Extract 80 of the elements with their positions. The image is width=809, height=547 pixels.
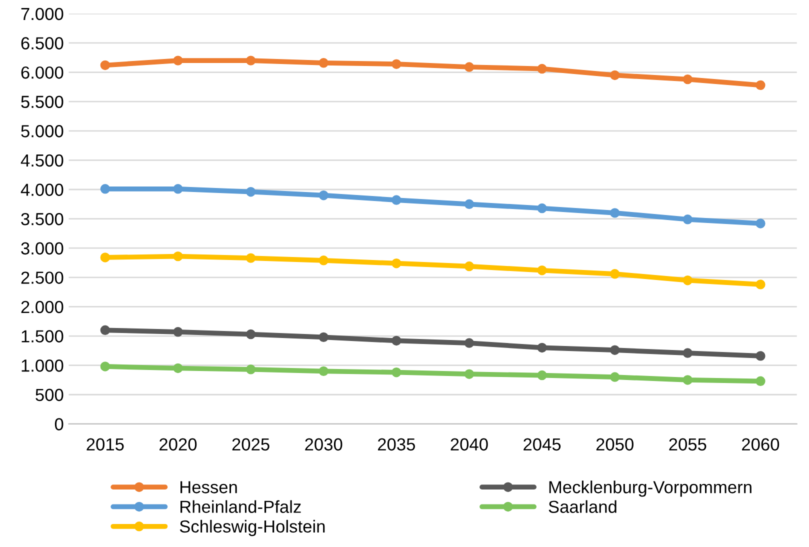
x-tick-label: 2035 — [378, 438, 415, 451]
y-tick-label: 2.000 — [21, 300, 64, 314]
point — [318, 366, 328, 376]
x-tick-label: 2030 — [305, 438, 342, 451]
point — [537, 342, 547, 353]
point — [318, 190, 328, 200]
x-tick-label: 2050 — [596, 438, 634, 451]
y-tick-label: 3.000 — [21, 242, 64, 255]
y-tick-label: 1.500 — [22, 330, 64, 342]
point — [682, 74, 693, 84]
point — [610, 372, 620, 382]
x-tick-label: 2055 — [669, 438, 706, 451]
point — [392, 195, 402, 205]
point — [464, 261, 474, 272]
point — [392, 258, 402, 268]
point — [537, 64, 547, 74]
point — [537, 203, 547, 214]
x-tick-label: 2015 — [86, 438, 124, 451]
point — [756, 376, 766, 386]
point — [318, 332, 328, 342]
point — [246, 253, 256, 263]
point — [756, 351, 766, 361]
y-tick-label: 7.000 — [21, 8, 64, 20]
y-tick-label: 4.000 — [20, 184, 64, 196]
point — [464, 62, 474, 72]
point — [100, 184, 110, 194]
y-tick-label: 6.000 — [21, 66, 64, 79]
legend-label: Schleswig-Holstein — [180, 520, 325, 536]
legend-label: Rheinland-Pfalz — [180, 500, 301, 513]
point — [246, 186, 256, 197]
x-tick-label: 2040 — [450, 438, 488, 451]
legend-label: Mecklenburg-Vorpommern — [549, 480, 752, 497]
y-tick-label: 2.500 — [21, 272, 64, 284]
y-tick-label: 1.000 — [22, 359, 64, 372]
point — [537, 370, 547, 380]
point — [173, 251, 183, 262]
point — [756, 80, 766, 90]
legend-label: Saarland — [548, 500, 616, 513]
point — [682, 348, 693, 358]
point — [100, 252, 110, 262]
point — [392, 59, 402, 69]
point — [756, 218, 766, 228]
point — [756, 280, 766, 290]
point — [682, 275, 693, 286]
point — [682, 375, 693, 385]
point — [610, 70, 620, 80]
point — [318, 256, 328, 266]
point — [464, 199, 474, 210]
point — [246, 329, 256, 340]
legend-label: Hessen — [180, 481, 237, 494]
point — [537, 266, 547, 276]
point — [464, 338, 474, 348]
point — [173, 56, 183, 66]
point — [610, 269, 620, 279]
point — [392, 336, 402, 346]
x-tick-label: 2060 — [742, 438, 780, 451]
x-tick-label: 2020 — [160, 438, 197, 451]
x-tick-label: 2045 — [524, 438, 561, 451]
point — [173, 184, 183, 194]
x-tick-label: 2025 — [232, 438, 270, 451]
point — [610, 345, 620, 355]
point — [100, 325, 110, 336]
point — [173, 363, 183, 374]
point — [173, 327, 183, 337]
point — [246, 56, 256, 66]
point — [610, 208, 620, 218]
point — [246, 364, 256, 374]
y-tick-label: 0 — [54, 418, 64, 430]
point — [318, 58, 328, 68]
y-tick-label: 3.500 — [21, 212, 64, 226]
y-tick-label: 5.000 — [21, 125, 64, 138]
point — [100, 362, 110, 372]
y-tick-label: 5.500 — [21, 96, 64, 108]
point — [464, 369, 474, 379]
point — [682, 214, 693, 224]
y-tick-label: 500 — [36, 388, 64, 402]
point — [100, 60, 110, 70]
y-tick-label: 6.500 — [21, 37, 64, 50]
y-tick-label: 4.500 — [20, 154, 64, 167]
point — [392, 367, 402, 378]
